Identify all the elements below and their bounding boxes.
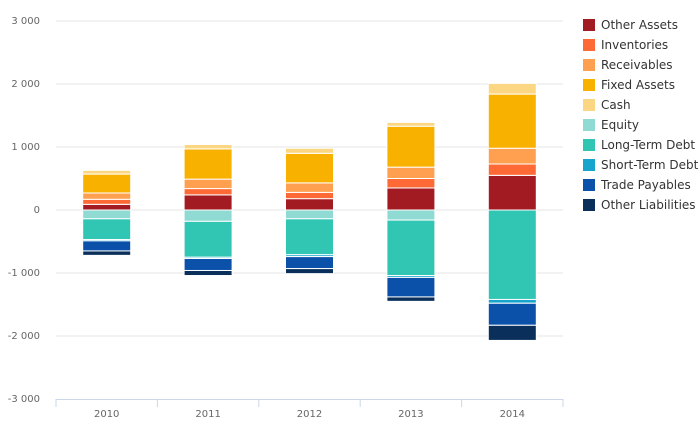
bar-segment [487,93,537,149]
bar-segment [183,194,233,211]
x-tick-label: 2011 [195,409,220,420]
bar-segment [487,147,537,165]
bar-segment [183,143,233,150]
bar-segment [386,187,436,211]
bar-segment [82,209,132,220]
x-tick-label: 2010 [94,409,119,420]
bar-segment [82,203,132,211]
bar-segment [487,209,537,300]
legend-swatch[interactable] [583,59,595,71]
legend-item-label[interactable]: Short-Term Debt [601,158,699,172]
legend-item-label[interactable]: Fixed Assets [601,78,675,92]
legend-swatch[interactable] [583,159,595,171]
legend-swatch[interactable] [583,179,595,191]
bar-segment [285,268,334,275]
bar-segment [285,198,334,211]
y-tick-label: 1 000 [11,142,40,153]
legend-swatch[interactable] [583,119,595,131]
bar-segment [487,302,537,326]
bar-segment [386,219,436,277]
bar-segment [487,163,537,176]
x-tick-label: 2013 [398,409,423,420]
y-tick-label: 3 000 [11,16,40,27]
bar-segment [386,296,436,302]
legend-item-label[interactable]: Other Liabilities [601,198,696,212]
legend-swatch[interactable] [583,99,595,111]
bar-segment [285,152,334,184]
legend-item-label[interactable]: Cash [601,98,631,112]
bar-segment [285,218,334,256]
bar-segment [82,192,132,200]
bar-segment [183,209,233,222]
bar-segment [386,209,436,221]
bar-segment [82,218,132,241]
bar-segment [183,188,233,196]
bar-segment [285,209,334,220]
bar-segment [183,269,233,277]
y-tick-label: 0 [34,205,40,216]
bar-segment [487,298,537,304]
x-tick-label: 2014 [500,409,525,420]
bar-segment [183,148,233,180]
bar-segment [487,174,537,211]
y-tick-label: -2 000 [8,331,40,342]
legend-item-label[interactable]: Equity [601,118,639,132]
bar-segment [285,182,334,193]
bar-segment [285,256,334,270]
legend-swatch[interactable] [583,79,595,91]
bar-segment [487,324,537,341]
bar-segment [82,169,132,175]
y-tick-label: -1 000 [8,268,40,279]
bar-segment [82,198,132,205]
legend-swatch[interactable] [583,199,595,211]
bars [82,82,537,341]
legend-swatch[interactable] [583,39,595,51]
y-tick-label: -3 000 [8,394,40,405]
legend-item-label[interactable]: Trade Payables [600,178,691,192]
x-tick-label: 2012 [297,409,322,420]
legend-swatch[interactable] [583,139,595,151]
legend-item-label[interactable]: Other Assets [601,18,678,32]
bar-segment [285,147,334,154]
legend-item-label[interactable]: Inventories [601,38,668,52]
y-tick-label: 2 000 [11,79,40,90]
axes: -3 000 -2 000 -1 000 0 1 000 2 000 3 000 2010 20… [8,16,564,420]
bar-segment [82,173,132,194]
legend-item-label[interactable]: Long-Term Debt [601,138,695,152]
bar-segment [386,276,436,298]
legend: Other Assets Inventories Receivables Fixed … [583,18,699,212]
bar-segment [183,178,233,190]
bar-segment [82,240,132,252]
bar-segment [386,166,436,180]
bar-segment [183,220,233,258]
bar-segment [386,125,436,168]
legend-swatch[interactable] [583,19,595,31]
bar-segment [487,82,537,95]
bar-segment [285,191,334,200]
bar-segment [386,178,436,189]
bar-segment [386,121,436,127]
bar-segment [82,250,132,256]
bar-segment [183,258,233,271]
legend-item-label[interactable]: Receivables [601,58,673,72]
